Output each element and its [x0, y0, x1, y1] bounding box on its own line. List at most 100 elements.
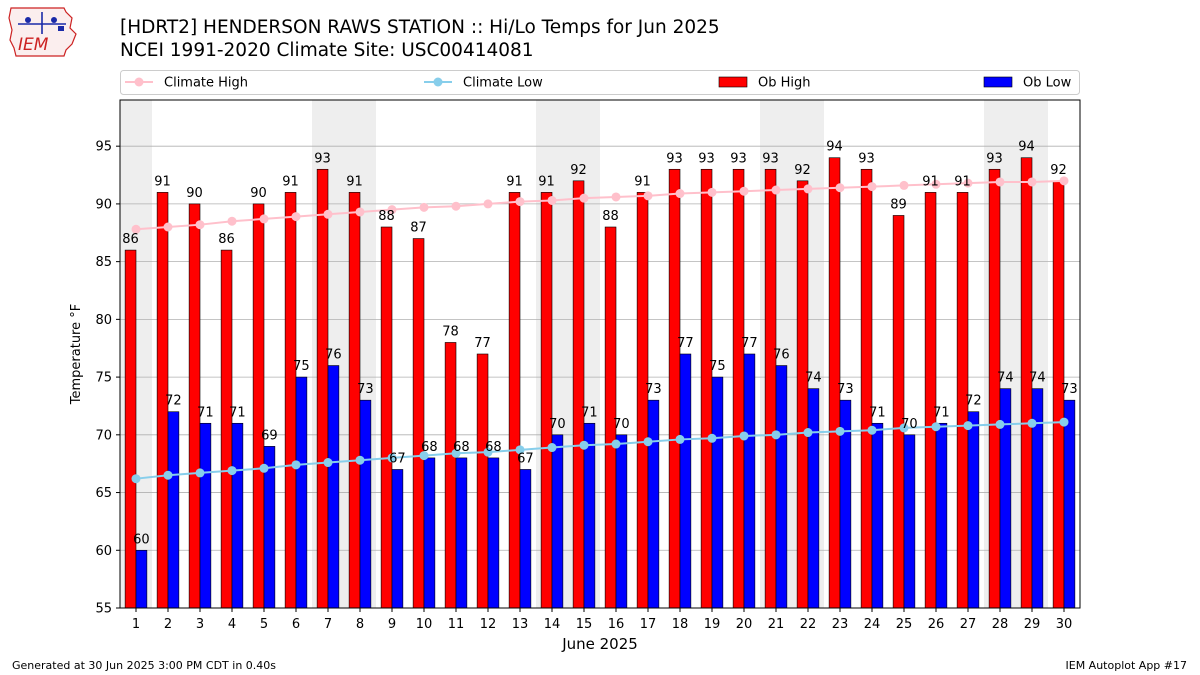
climate-high-point — [163, 222, 173, 232]
ob-low-label: 68 — [485, 440, 502, 455]
ob-low-bar — [775, 365, 788, 609]
y-axis: 55 60 65 70 75 80 85 90 95 — [95, 140, 120, 617]
climate-high-point — [675, 189, 685, 199]
climate-high-point — [419, 202, 429, 212]
ob-high-bar — [412, 238, 425, 609]
ob-low-label: 69 — [261, 428, 278, 443]
ob-low-bar — [615, 434, 628, 609]
ob-low-bar — [231, 422, 244, 609]
climate-low-point — [835, 426, 845, 436]
ob-high-bar — [220, 249, 233, 609]
x-tick-label: 1 — [132, 617, 140, 632]
ob-low-bar — [935, 422, 948, 609]
ob-low-bar — [807, 388, 820, 609]
ob-high-label: 91 — [154, 174, 171, 189]
x-tick-label: 22 — [800, 617, 817, 632]
climate-high-point — [195, 220, 205, 230]
legend-swatch-bar — [983, 76, 1013, 88]
x-tick-label: 20 — [736, 617, 753, 632]
legend-box — [120, 70, 1080, 95]
app-note: IEM Autoplot App #17 — [1065, 659, 1188, 672]
x-tick-label: 8 — [356, 617, 364, 632]
ob-high-label: 87 — [410, 221, 427, 236]
ob-high-label: 91 — [954, 174, 971, 189]
climate-low-point — [291, 460, 301, 470]
ob-low-label: 68 — [421, 440, 438, 455]
climate-low-point — [387, 453, 397, 463]
x-tick-label: 25 — [896, 617, 913, 632]
ob-high-label: 90 — [250, 186, 267, 201]
climate-high-point — [995, 177, 1005, 187]
ob-high-label: 91 — [634, 174, 651, 189]
climate-lines-layer — [131, 176, 1069, 484]
climate-low-point — [1027, 418, 1037, 428]
climate-low-point — [803, 428, 813, 438]
climate-low-point — [771, 430, 781, 440]
climate-high-point — [387, 205, 397, 215]
climate-high-point — [739, 186, 749, 196]
ob-low-label: 73 — [645, 382, 662, 397]
x-tick-label: 29 — [1024, 617, 1041, 632]
ob-low-label: 74 — [1029, 371, 1046, 386]
x-tick-label: 3 — [196, 617, 204, 632]
ob-low-bar — [679, 353, 692, 609]
ob-high-bar — [124, 249, 137, 609]
ob-high-label: 93 — [698, 151, 715, 166]
ob-high-label: 86 — [122, 232, 139, 247]
ob-low-bar — [551, 434, 564, 609]
ob-high-bar — [988, 168, 1001, 609]
ob-low-label: 71 — [869, 405, 886, 420]
ob-high-label: 91 — [282, 174, 299, 189]
x-tick-label: 24 — [864, 617, 881, 632]
climate-high-point — [611, 192, 621, 202]
x-tick-label: 11 — [448, 617, 465, 632]
x-axis: 1 2 3 4 5 6 7 8 9 10 11 12 13 14 15 16 17 18 19 20 21 22 23 24 2… — [132, 608, 1072, 632]
climate-high-point — [707, 187, 717, 197]
legend-label: Ob High — [758, 76, 811, 91]
ob-low-label: 73 — [357, 382, 374, 397]
ob-high-label: 92 — [794, 163, 811, 178]
x-tick-label: 21 — [768, 617, 785, 632]
climate-low-point — [739, 431, 749, 441]
climate-low-point — [899, 423, 909, 433]
chart-subtitle: NCEI 1991-2020 Climate Site: USC00414081 — [120, 40, 534, 61]
ob-high-label: 93 — [314, 151, 331, 166]
bars-layer — [124, 157, 1076, 609]
ob-low-bar — [487, 457, 500, 609]
x-tick-label: 16 — [608, 617, 625, 632]
legend-label: Climate Low — [463, 76, 543, 91]
climate-low-point — [547, 443, 557, 453]
legend: Climate High Climate Low Ob High Ob Low — [120, 70, 1080, 95]
ob-high-label: 94 — [826, 140, 843, 155]
climate-high-point — [771, 185, 781, 195]
legend-label: Climate High — [164, 76, 248, 91]
bar-labels-layer: 86 91 90 86 90 91 93 91 88 87 78 77 91 91 92 88 91 93 93 93… — [122, 140, 1077, 548]
ob-high-bar — [892, 215, 905, 609]
ob-high-bar — [572, 180, 585, 609]
ob-high-label: 90 — [186, 186, 203, 201]
y-tick-label: 95 — [95, 140, 112, 155]
climate-low-point — [931, 422, 941, 432]
ob-high-label: 91 — [538, 174, 555, 189]
ob-high-bar — [252, 203, 265, 609]
climate-low-point — [579, 440, 589, 450]
x-tick-label: 18 — [672, 617, 689, 632]
ob-low-bar — [711, 376, 724, 609]
climate-low-point — [227, 466, 237, 476]
x-tick-label: 12 — [480, 617, 497, 632]
x-tick-label: 17 — [640, 617, 657, 632]
ob-low-label: 70 — [613, 417, 630, 432]
ob-high-label: 88 — [378, 209, 395, 224]
climate-high-point — [1027, 177, 1037, 187]
ob-low-label: 74 — [805, 371, 822, 386]
climate-high-point — [483, 199, 493, 209]
legend-swatch-marker — [134, 77, 144, 87]
ob-low-bar — [967, 411, 980, 609]
ob-high-label: 93 — [986, 151, 1003, 166]
climate-high-point — [867, 182, 877, 192]
climate-low-point — [323, 458, 333, 468]
ob-high-label: 91 — [506, 174, 523, 189]
ob-high-label: 94 — [1018, 140, 1035, 155]
climate-low-point — [195, 468, 205, 478]
